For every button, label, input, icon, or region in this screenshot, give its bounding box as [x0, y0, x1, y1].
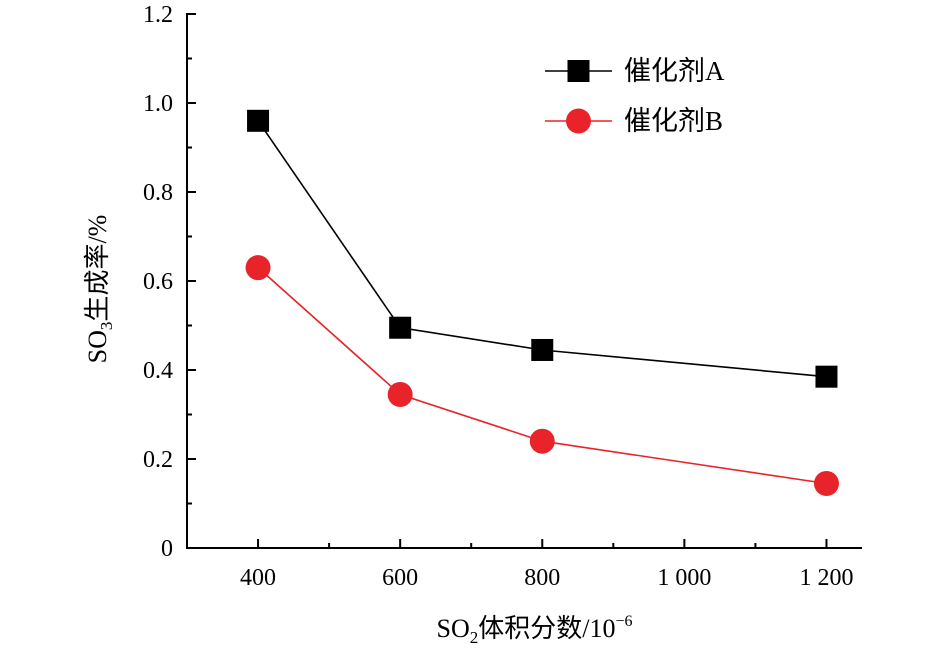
x-axis-title-superscript: −6	[615, 613, 632, 630]
y-tick-label: 0	[161, 536, 173, 562]
data-point	[245, 255, 271, 281]
x-axis-title: SO2体积分数/10−6	[436, 613, 632, 647]
y-tick-label: 0.6	[143, 269, 173, 295]
y-axis-title-suffix: 生成率/%	[83, 215, 112, 322]
x-axis-title-prefix: SO	[436, 614, 469, 643]
y-axis-title-subscript: 3	[97, 322, 116, 331]
legend-item: 催化剂A	[545, 56, 725, 86]
legend: 催化剂A 催化剂B	[545, 56, 725, 136]
x-tick-label: 400	[240, 565, 276, 591]
y-tick-label: 0.8	[143, 180, 173, 206]
ticks: 0 0.2 0.4 0.6 0.8 1.0 1.2 400 600 800 1 000 1 200	[143, 2, 853, 591]
series-line	[257, 267, 827, 485]
x-axis-title-subscript: 2	[470, 628, 479, 647]
data-point	[531, 338, 554, 361]
x-axis-title-middle: 体积分数/10	[478, 614, 615, 643]
data-point	[247, 109, 270, 132]
y-tick-label: 1.0	[143, 91, 173, 117]
data-point	[389, 316, 412, 339]
x-tick-label: 800	[524, 565, 560, 591]
y-tick-label: 0.2	[143, 447, 173, 473]
legend-marker	[567, 60, 590, 82]
axes	[186, 13, 862, 549]
series-b	[245, 255, 839, 496]
data-point	[529, 428, 555, 454]
legend-item: 催化剂B	[545, 106, 723, 136]
y-tick-label: 0.4	[143, 358, 173, 384]
series-a	[247, 109, 838, 388]
series-line	[257, 120, 827, 378]
y-axis-title: SO3生成率/%	[83, 215, 116, 364]
x-tick-label: 1 000	[657, 565, 711, 591]
series	[245, 109, 839, 496]
data-point	[815, 365, 838, 388]
x-tick-label: 1 200	[799, 565, 853, 591]
x-tick-label: 600	[382, 565, 418, 591]
legend-label: 催化剂B	[624, 106, 723, 136]
data-point	[813, 470, 839, 496]
y-axis-title-prefix: SO	[83, 330, 112, 363]
legend-marker	[566, 108, 591, 134]
data-point	[387, 381, 413, 407]
legend-label: 催化剂A	[624, 56, 725, 86]
y-tick-label: 1.2	[143, 2, 173, 28]
